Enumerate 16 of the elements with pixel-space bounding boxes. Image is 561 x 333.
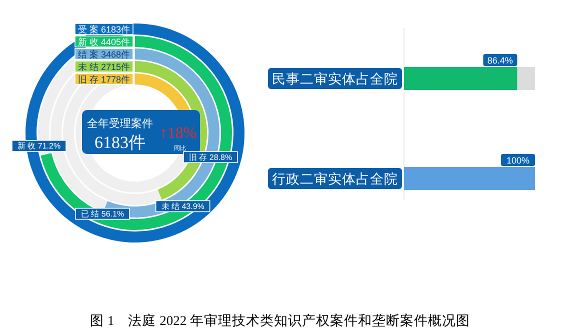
- title: 图 1 法庭 2022 年审理技术类知识产权案件和垄断案件概况图: [90, 313, 470, 328]
- category-label: 受 案: [78, 24, 102, 35]
- data-label: 1778件: [101, 74, 130, 85]
- text: ↑18%: [159, 125, 197, 142]
- category-label: 结 案: [78, 50, 102, 60]
- data-label: 2715件: [101, 62, 130, 72]
- data-label: 100%: [506, 156, 530, 166]
- text: 6183件: [94, 133, 146, 152]
- data-label: 3468件: [101, 50, 130, 60]
- category-label: 新 收: [78, 37, 102, 48]
- text: 全年受理案件: [87, 117, 153, 130]
- data-label: 4405件: [101, 37, 130, 48]
- data-label: 86.4%: [487, 56, 513, 66]
- category-label: 旧 存: [78, 74, 102, 85]
- data-label: 6183件: [101, 24, 130, 35]
- category-label: 未 结: [78, 62, 102, 72]
